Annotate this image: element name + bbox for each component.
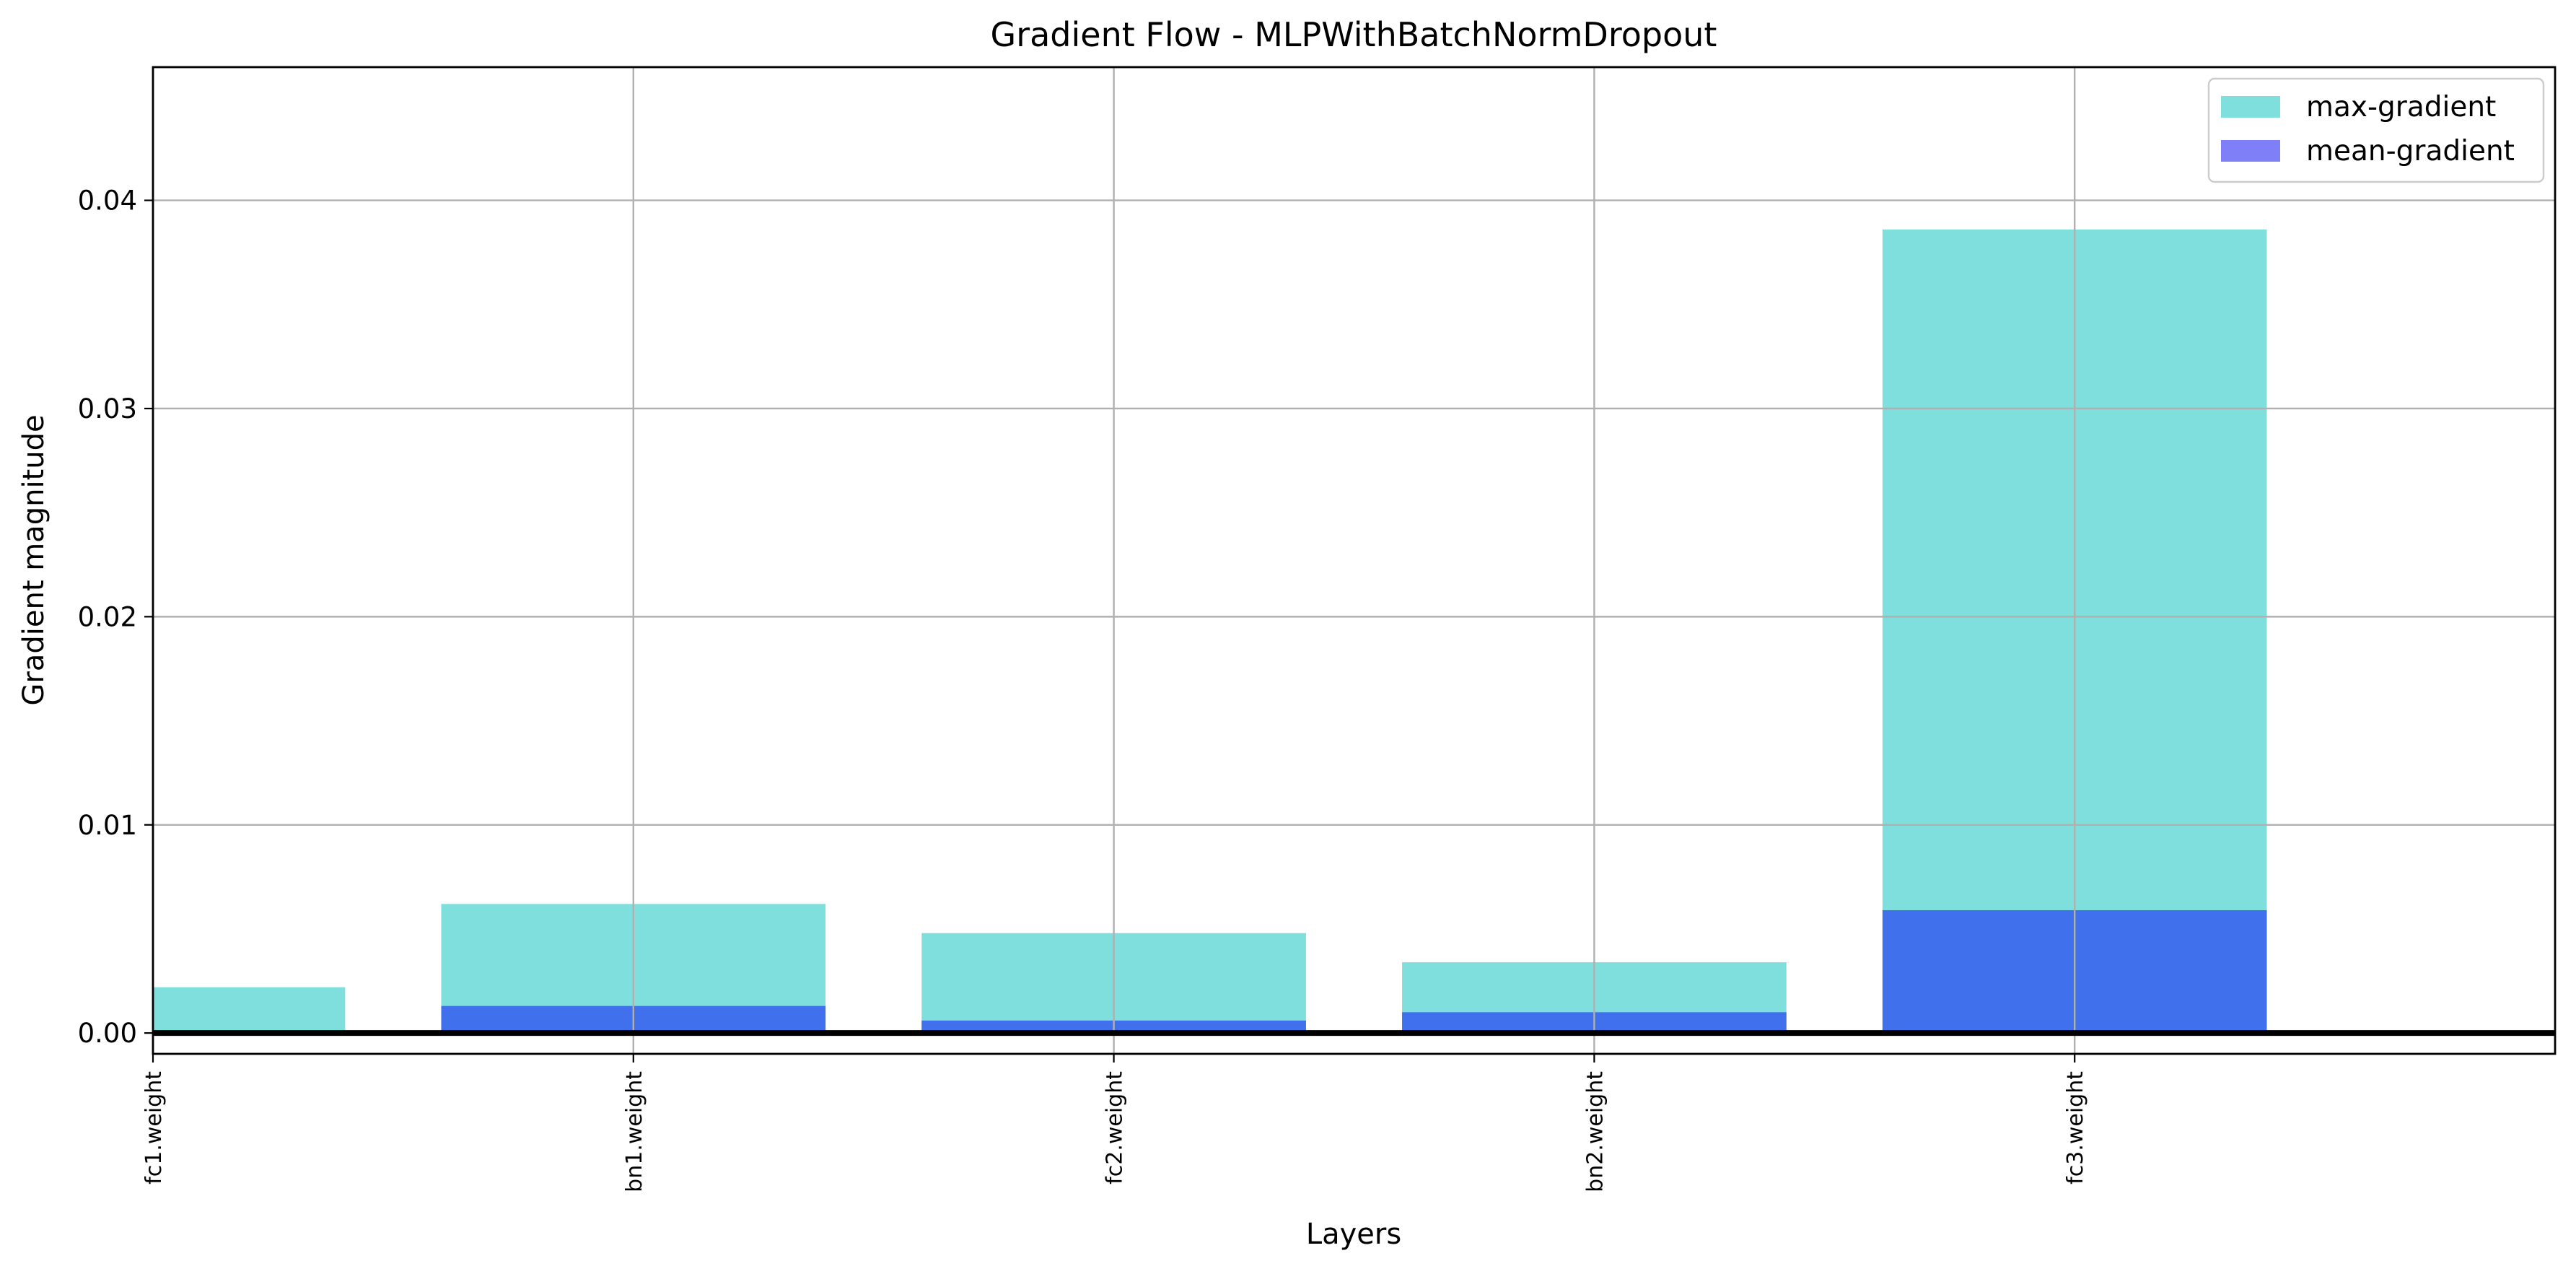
x-tick-label: fc1.weight (141, 1071, 167, 1184)
x-axis-label: Layers (1306, 1218, 1401, 1251)
chart-title: Gradient Flow - MLPWithBatchNormDropout (991, 15, 1717, 54)
bar-max-gradient-fc1-weight (153, 987, 346, 1034)
legend-label-max-gradient: max-gradient (2306, 91, 2496, 123)
x-axis-ticks: fc1.weight bn1.weight fc2.weight bn2.weight… (141, 1054, 2088, 1192)
y-tick-label: 0.04 (78, 186, 137, 217)
plot-frame (152, 66, 2557, 1055)
y-tick-label: 0.03 (78, 393, 137, 424)
y-tick-label: 0.00 (78, 1018, 137, 1049)
legend-box (2207, 77, 2545, 183)
x-tick-label: bn1.weight (622, 1071, 647, 1192)
y-axis-ticks: 0.00 0.01 0.02 0.03 0.04 (78, 186, 153, 1049)
y-tick-label: 0.02 (78, 601, 137, 632)
x-tick-label: fc3.weight (2063, 1071, 2088, 1184)
y-tick-label: 0.01 (78, 810, 137, 841)
x-tick-label: bn2.weight (1582, 1071, 1608, 1192)
chart-legend: max-gradient mean-gradient (2207, 77, 2545, 183)
legend-swatch-max-gradient (2221, 96, 2280, 118)
x-tick-label: fc2.weight (1103, 1071, 1128, 1184)
bars-layer (152, 67, 2555, 1054)
legend-label-mean-gradient: mean-gradient (2306, 135, 2515, 167)
legend-swatch-mean-gradient (2221, 140, 2280, 162)
y-axis-label: Gradient magnitude (17, 414, 51, 705)
